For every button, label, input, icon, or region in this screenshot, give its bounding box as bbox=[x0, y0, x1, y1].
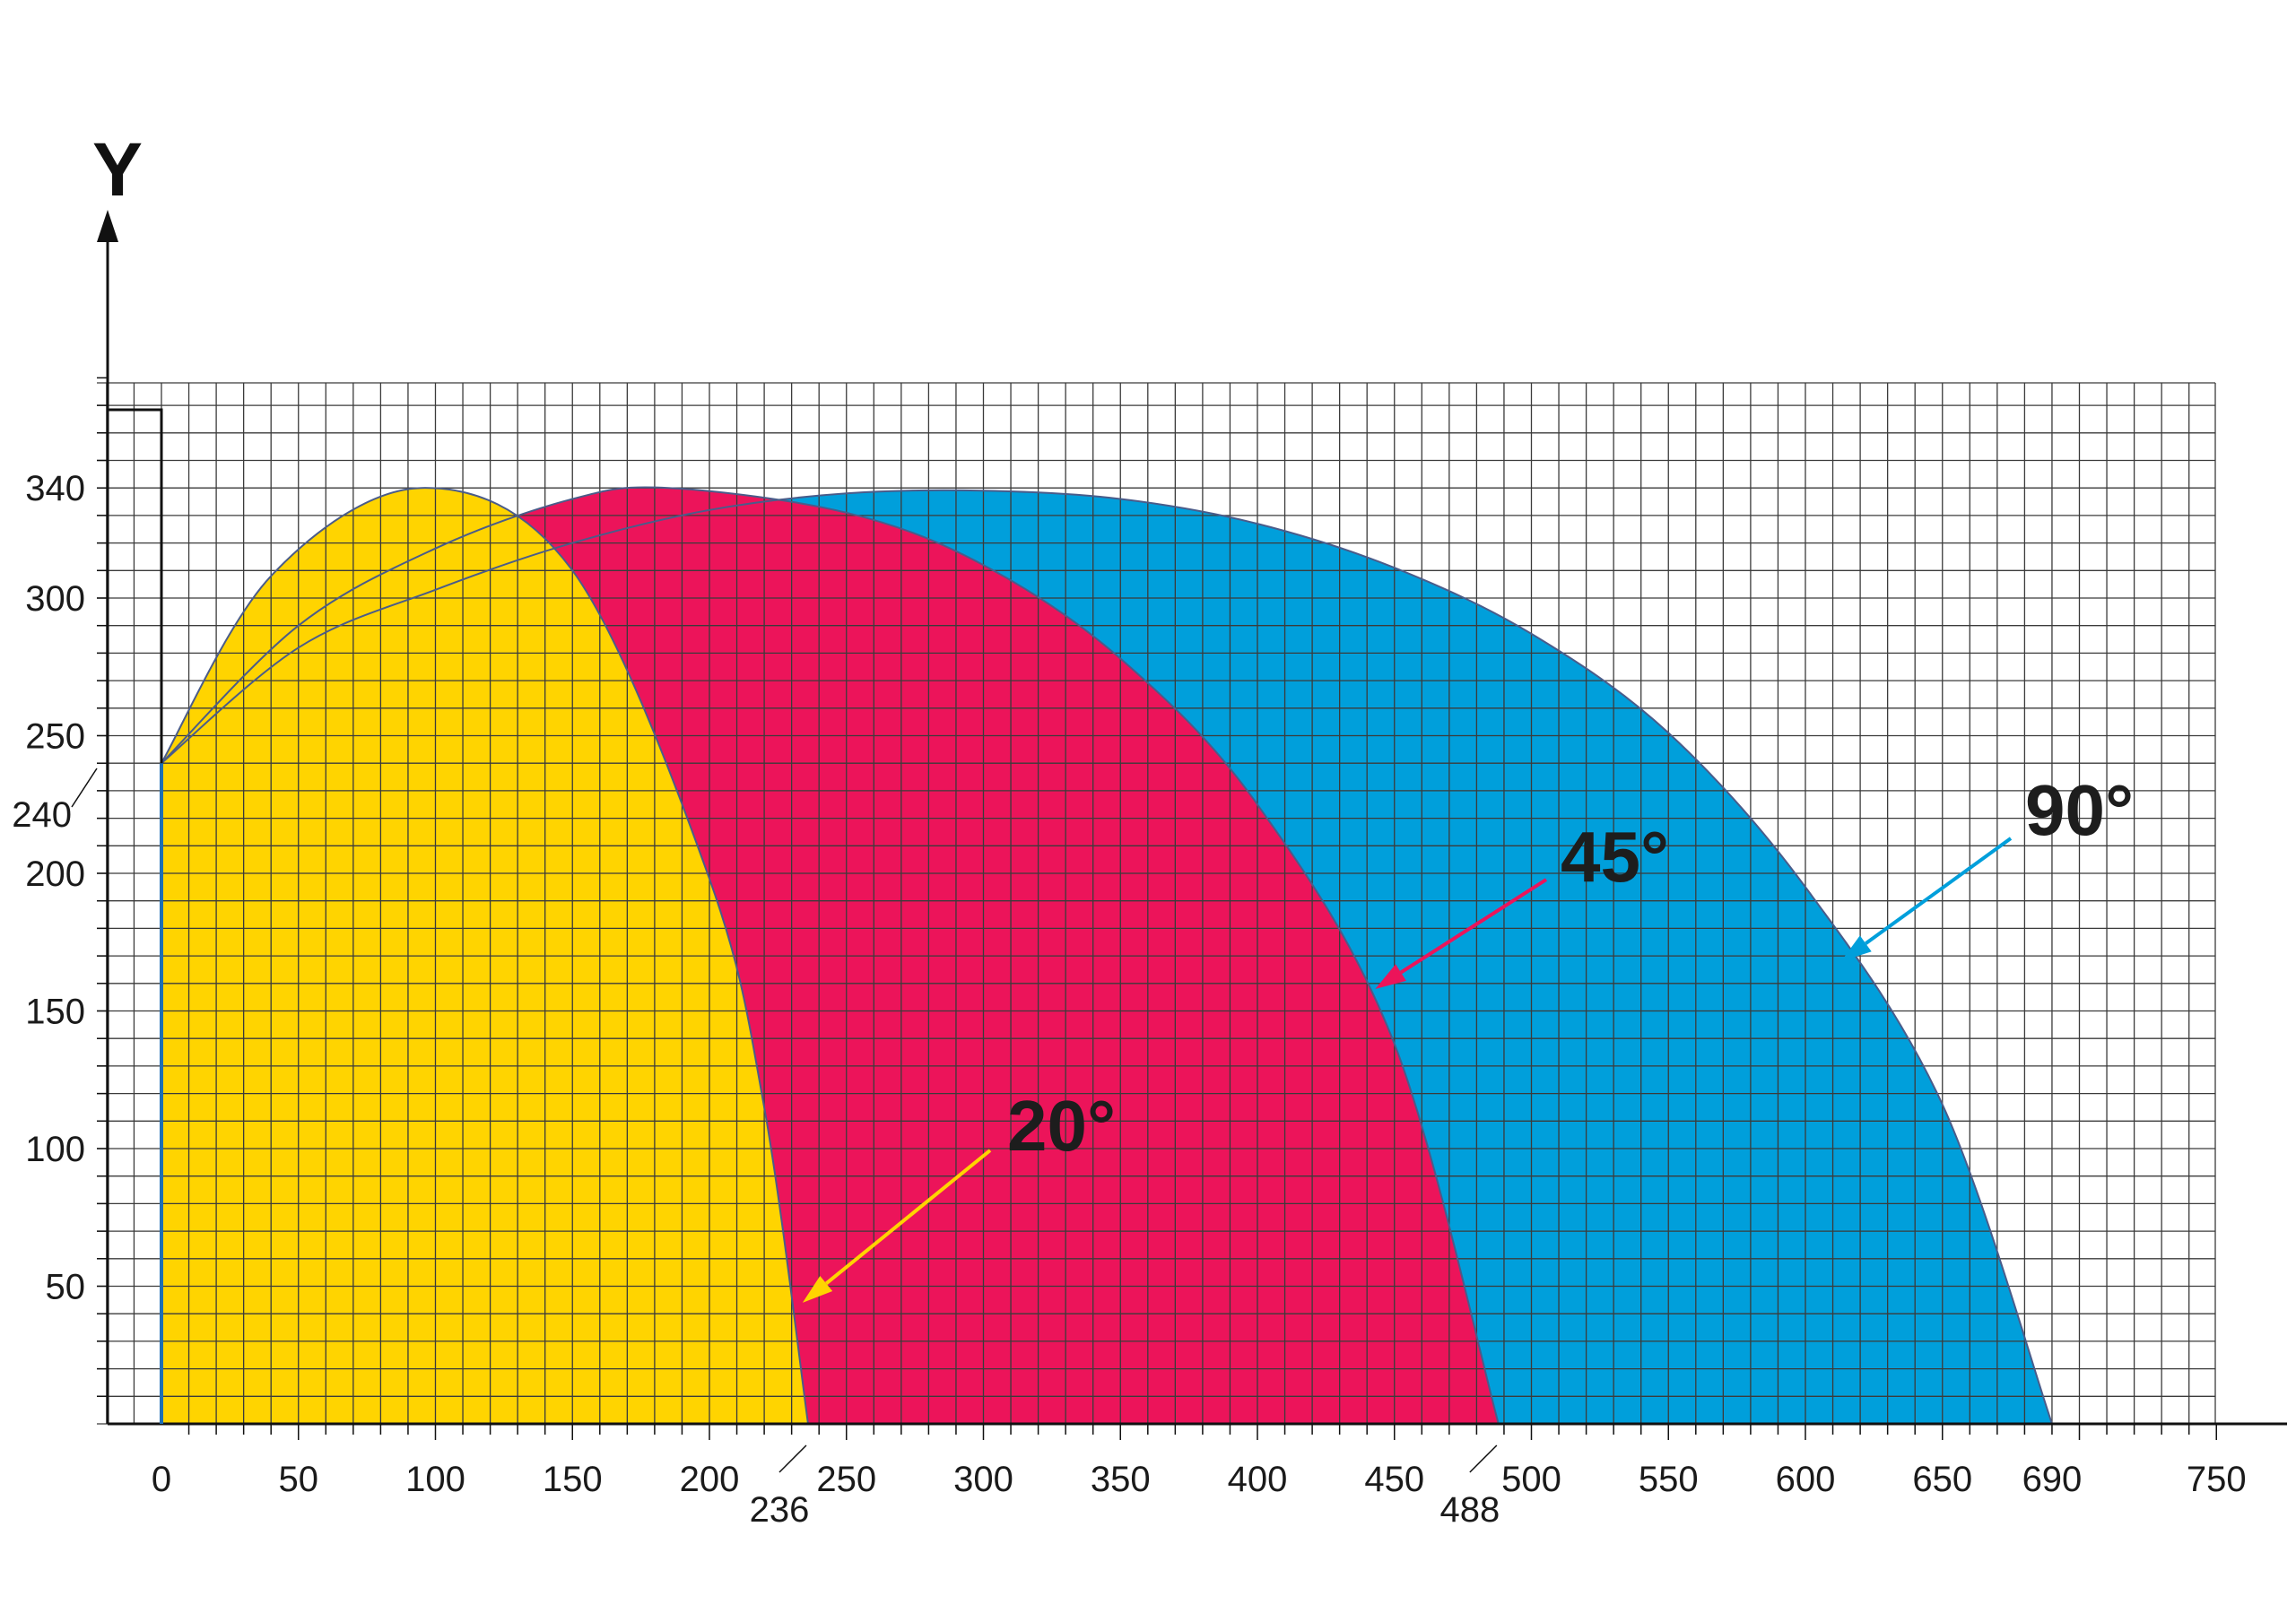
ticks bbox=[97, 377, 2217, 1440]
grid bbox=[97, 382, 2216, 1425]
x-tick-label: 0 bbox=[152, 1460, 171, 1499]
y-tick-label: 300 bbox=[25, 579, 85, 619]
y-tick-label: 150 bbox=[25, 993, 85, 1032]
outline-2 bbox=[161, 487, 809, 1425]
x-range-label: 488 bbox=[1439, 1490, 1500, 1530]
x-tick-label: 550 bbox=[1639, 1460, 1699, 1499]
x-tick-label: 50 bbox=[279, 1460, 319, 1499]
y-launch-height-label: 240 bbox=[12, 795, 72, 835]
x-tick-label: 750 bbox=[2187, 1460, 2247, 1499]
x-range-label: 236 bbox=[750, 1490, 810, 1530]
y-tick-label: 100 bbox=[25, 1130, 85, 1169]
axes bbox=[97, 210, 2287, 1426]
annotation-arrow-head bbox=[802, 1275, 833, 1303]
outline-0 bbox=[161, 489, 2053, 1425]
angle-label: 20° bbox=[1007, 1086, 1116, 1166]
trajectory-outlines bbox=[161, 486, 2053, 1425]
outline-1 bbox=[161, 486, 1500, 1425]
angle-label: 45° bbox=[1561, 817, 1669, 897]
range-leader-line bbox=[778, 1444, 807, 1473]
angle-label: 90° bbox=[2025, 770, 2134, 850]
annotations: 20° 45° 90° bbox=[802, 770, 2134, 1303]
annotation-arrow-head bbox=[1375, 964, 1406, 989]
y-tick-label: 250 bbox=[25, 717, 85, 757]
x-tick-label: 500 bbox=[1501, 1460, 1561, 1499]
range-leader-line bbox=[1469, 1444, 1498, 1473]
y-tick-label: 50 bbox=[46, 1268, 86, 1307]
annotation-arrow-head bbox=[1840, 935, 1872, 962]
x-tick-label: 200 bbox=[680, 1460, 740, 1499]
x-tick-label: 350 bbox=[1091, 1460, 1151, 1499]
y-axis-arrow bbox=[97, 210, 118, 242]
y-axis-title: Y bbox=[92, 127, 143, 212]
y-tick-label: 340 bbox=[25, 469, 85, 508]
x-tick-label: 690 bbox=[2022, 1460, 2083, 1499]
tick-labels: 0 50 100 150 200 250 300 350 400 450 500 550 600 650 6… bbox=[12, 469, 2246, 1530]
y-tick-label: 200 bbox=[25, 854, 85, 894]
x-tick-label: 250 bbox=[816, 1460, 876, 1499]
launch-height-leader bbox=[71, 768, 98, 808]
annotation-arrow-line bbox=[824, 1149, 992, 1286]
x-tick-label: 600 bbox=[1776, 1460, 1836, 1499]
x-tick-label: 650 bbox=[1912, 1460, 1972, 1499]
annotation-arrow-line bbox=[1865, 837, 2013, 945]
x-tick-label: 100 bbox=[405, 1460, 465, 1499]
x-tick-label: 150 bbox=[543, 1460, 603, 1499]
x-tick-label: 400 bbox=[1228, 1460, 1288, 1499]
x-tick-label: 450 bbox=[1364, 1460, 1424, 1499]
annotation-arrow-line bbox=[1399, 878, 1548, 975]
x-tick-label: 300 bbox=[953, 1460, 1013, 1499]
